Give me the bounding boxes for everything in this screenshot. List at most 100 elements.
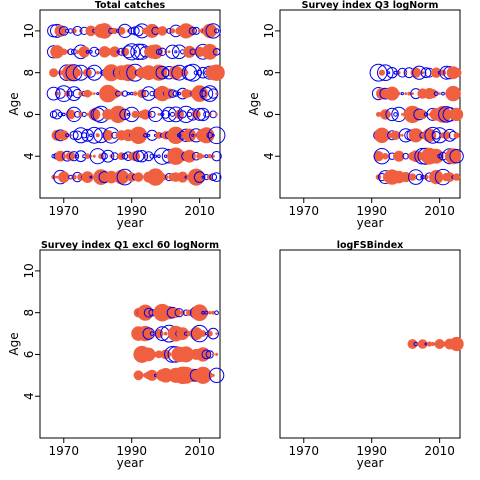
- negative-residual-bubble: [147, 133, 151, 137]
- y-tick-label: 8: [22, 69, 36, 77]
- positive-residual-bubble: [84, 153, 91, 159]
- positive-residual-bubble: [92, 154, 96, 158]
- chart-panel-3: Survey index Q1 excl 60 logNorm 1970 1990 2…: [7, 240, 225, 470]
- x-tick-label: 1970: [289, 444, 320, 458]
- positive-residual-bubble: [211, 373, 215, 377]
- chart-title: Total catches: [95, 0, 166, 11]
- negative-residual-bubble: [186, 111, 193, 118]
- plot-frame: [39, 249, 221, 439]
- positive-residual-bubble: [438, 175, 442, 179]
- y-axis-label: Age: [7, 332, 21, 355]
- negative-residual-bubble: [400, 92, 404, 96]
- y-tick-label: 10: [22, 23, 36, 38]
- positive-residual-bubble: [93, 92, 96, 95]
- positive-residual-bubble: [455, 92, 458, 95]
- negative-residual-bubble: [148, 110, 156, 118]
- negative-residual-bubble: [393, 70, 398, 75]
- positive-residual-bubble: [71, 28, 77, 34]
- positive-residual-bubble: [400, 113, 404, 116]
- positive-residual-bubble: [199, 330, 207, 337]
- positive-residual-bubble: [397, 91, 401, 96]
- y-tick-label: 6: [22, 111, 36, 119]
- x-tick-label: 1970: [289, 204, 320, 218]
- positive-residual-bubble: [86, 113, 89, 116]
- negative-residual-bubble: [147, 106, 164, 123]
- negative-residual-bubble: [211, 133, 215, 137]
- chart-title: Survey index Q3 logNorm: [302, 0, 439, 11]
- y-tick-label: 4: [22, 152, 36, 160]
- positive-residual-bubble: [103, 26, 113, 36]
- positive-residual-bubble: [183, 45, 196, 58]
- negative-residual-bubble: [155, 65, 170, 80]
- x-tick-label: 1990: [356, 444, 387, 458]
- positive-residual-bubble: [407, 91, 412, 96]
- negative-residual-bubble: [119, 108, 131, 121]
- negative-residual-bubble: [212, 48, 221, 56]
- positive-residual-bubble: [137, 131, 147, 140]
- negative-residual-bubble: [168, 89, 177, 98]
- negative-residual-bubble: [164, 154, 168, 158]
- negative-residual-bubble: [211, 172, 222, 183]
- positive-residual-bubble: [417, 339, 428, 349]
- positive-residual-bubble: [170, 307, 181, 318]
- positive-residual-bubble: [137, 325, 154, 342]
- negative-residual-bubble: [385, 107, 399, 122]
- negative-residual-bubble: [51, 109, 63, 120]
- negative-residual-bubble: [89, 148, 106, 165]
- positive-residual-bubble: [378, 69, 386, 76]
- negative-residual-bubble: [178, 110, 187, 119]
- x-tick-label: 2010: [184, 444, 215, 458]
- negative-residual-bubble: [130, 91, 134, 96]
- negative-residual-bubble: [65, 133, 70, 138]
- positive-residual-bubble: [167, 126, 185, 145]
- positive-residual-bubble: [177, 171, 189, 183]
- positive-residual-bubble: [73, 68, 82, 77]
- positive-residual-bubble: [201, 154, 205, 158]
- negative-residual-bubble: [193, 171, 206, 183]
- negative-residual-bubble: [420, 67, 432, 79]
- x-tick-label: 1970: [49, 444, 80, 458]
- positive-residual-bubble: [208, 64, 225, 81]
- positive-residual-bubble: [137, 304, 154, 321]
- positive-residual-bubble: [407, 339, 418, 349]
- negative-residual-bubble: [101, 149, 115, 163]
- negative-residual-bubble: [174, 50, 178, 54]
- negative-residual-bubble: [75, 154, 80, 158]
- negative-residual-bubble: [74, 150, 87, 163]
- chart-panel-1: Total catches 1970 1990 2010 4 6 8 10 year Age: [7, 0, 226, 230]
- chart-panel-4: logFSBindex 1970 1990 2010 year: [279, 240, 464, 470]
- negative-residual-bubble: [126, 112, 130, 116]
- negative-residual-bubble: [423, 112, 429, 117]
- negative-residual-bubble: [89, 46, 100, 57]
- negative-residual-bubble: [67, 48, 74, 56]
- negative-residual-bubble: [172, 90, 180, 97]
- negative-residual-bubble: [135, 150, 149, 163]
- positive-residual-bubble: [393, 91, 398, 96]
- x-axis-label: year: [117, 216, 144, 230]
- negative-residual-bubble: [143, 151, 154, 162]
- positive-residual-bubble: [438, 92, 441, 95]
- positive-residual-bubble: [195, 347, 211, 362]
- positive-residual-bubble: [182, 149, 196, 163]
- positive-residual-bubble: [417, 109, 428, 120]
- positive-residual-bubble: [453, 132, 460, 139]
- positive-residual-bubble: [449, 336, 464, 352]
- y-tick-label: 10: [22, 263, 36, 278]
- positive-residual-bubble: [150, 64, 167, 81]
- negative-residual-bubble: [204, 154, 209, 159]
- positive-residual-bubble: [127, 68, 136, 77]
- positive-residual-bubble: [207, 154, 213, 159]
- positive-residual-bubble: [215, 332, 218, 335]
- positive-residual-bubble: [95, 70, 100, 75]
- positive-residual-bubble: [146, 369, 158, 381]
- positive-residual-bubble: [404, 92, 408, 96]
- negative-residual-bubble: [393, 112, 398, 117]
- positive-residual-bubble: [111, 27, 118, 35]
- negative-residual-bubble: [89, 133, 93, 138]
- negative-residual-bubble: [72, 127, 89, 144]
- negative-residual-bubble: [149, 331, 155, 336]
- positive-residual-bubble: [55, 175, 59, 179]
- positive-residual-bubble: [167, 50, 171, 54]
- negative-residual-bubble: [214, 310, 219, 316]
- y-tick-label: 10: [262, 23, 276, 38]
